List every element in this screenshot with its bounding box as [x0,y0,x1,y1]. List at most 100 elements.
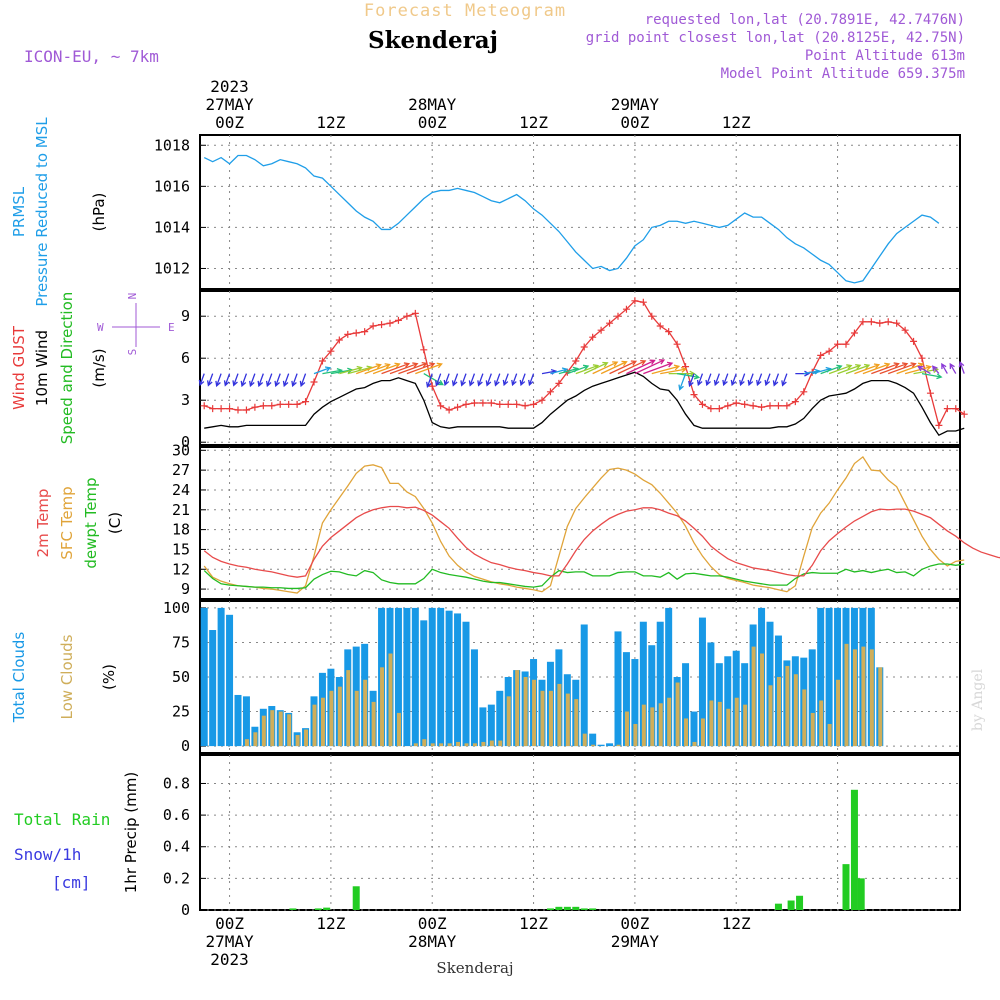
wind-direction-arrow [862,362,891,375]
pressure-axis-label-2: (hPa) [90,193,108,232]
wind-direction-arrow [871,362,900,375]
low-clouds-bar [793,674,798,747]
low-clouds-bar [574,699,579,747]
wind-gust-point [496,400,504,408]
top-time-label-0-0: 27MAY [205,95,254,114]
low-clouds-bar [810,712,815,747]
low-clouds-bar [869,649,874,747]
wind-gust-point [504,400,512,408]
temp-ytick-label: 30 [172,441,190,459]
wind-direction-arrow [460,373,467,387]
wind-gust-point [217,405,225,413]
top-year: 2023 [210,77,249,96]
total-clouds-bar [411,607,419,747]
total-clouds-bar [808,649,816,747]
wind-gust-point [791,398,799,406]
temp-frame [199,446,961,600]
wind-speed-line [204,371,965,437]
low-clouds-bar [396,712,401,747]
low-clouds-bar [760,653,765,747]
wind-gust-point [234,406,242,414]
low-clouds-bar [287,714,292,747]
wind-gust-point [428,382,436,390]
total-clouds-bar [445,610,453,747]
wind-gust-point [926,389,934,397]
top-time-label-0-1: 00Z [215,113,244,132]
wind-gust-point [800,388,808,396]
wind-gust-point [589,333,597,341]
top-time-label-2-0: 28MAY [408,95,457,114]
top-time-label-2-1: 00Z [418,113,447,132]
wind-direction-arrow [949,362,957,374]
total-clouds-bar [589,733,597,747]
low-clouds-bar [768,685,773,747]
wind-gust-line [204,300,965,428]
wind-direction-arrow [609,360,638,375]
wind-ytick-label: 0 [181,433,190,451]
wind-gust-point [470,399,478,407]
wind-gust-point [766,402,774,410]
precip-ytick-label: 0.2 [163,869,190,887]
wind-direction-arrow [249,373,256,388]
bottom-time-label-4-1: 29MAY [611,932,660,951]
wind-gust-point [690,391,698,399]
pressure-ytick-label: 1012 [154,259,190,277]
temp-axis-label-2: dewpt Temp [82,477,100,568]
wind-direction-arrow [696,373,704,387]
rain-bar [289,908,297,910]
total-clouds-bar [234,694,242,747]
wind-direction-arrow [713,373,720,387]
compass-n: N [126,293,139,300]
low-clouds-bar [658,703,663,747]
low-clouds-bar [337,686,342,747]
wind-gust-point [749,402,757,410]
info-line-0: requested lon,lat (20.7891E, 42.7476N) [645,12,965,28]
total-clouds-bar [462,621,470,747]
wind-direction-arrow [668,370,696,377]
wind-gust-point [859,318,867,326]
wind-gust-point [344,330,352,338]
wind-direction-arrow [426,373,433,389]
wind-direction-arrow [299,373,307,388]
low-clouds-bar [667,697,672,747]
pressure-axis-label-0: PRMSL [10,186,28,237]
wind-gust-point [842,340,850,348]
wind-direction-arrow [381,362,411,375]
rain-bar [787,900,795,910]
wind-direction-arrow [772,373,780,387]
low-clouds-bar [717,701,722,747]
wind-direction-arrow [415,362,443,375]
low-clouds-bar [743,704,748,747]
total-clouds-bar [682,663,690,747]
wind-gust-point [707,405,715,413]
total-clouds-bar [631,659,639,747]
compass-s: S [126,349,139,356]
temp-ytick-label: 21 [172,501,190,519]
total-clouds-bar [597,744,605,747]
total-clouds-bar [487,704,495,747]
total-clouds-bar [766,621,774,747]
wind-gust-point [943,405,951,413]
wind-direction-arrow [485,373,492,387]
wind-direction-arrow [678,373,687,391]
wind-gust-point [538,396,546,404]
rain-bar [546,908,554,910]
total-clouds-bar [580,624,588,747]
total-clouds-bar [217,607,225,747]
top-time-label-5-0: 12Z [722,113,751,132]
low-clouds-bar [329,690,334,747]
wind-direction-arrow [282,373,290,388]
rain-bar [323,907,331,910]
low-clouds-bar [354,690,359,747]
wind-gust-point [918,354,926,362]
wind-gust-point [546,388,554,396]
info-line-1: grid point closest lon,lat (20.8125E, 42… [586,30,965,46]
product-title: Forecast Meteogram [364,1,566,21]
pressure-ytick-label: 1014 [154,218,190,236]
wind-gust-point [242,406,250,414]
wind-gust-point [411,309,419,317]
low-clouds-bar [363,679,368,747]
wind-gust-point [758,403,766,411]
total-clouds-bar [403,607,411,747]
